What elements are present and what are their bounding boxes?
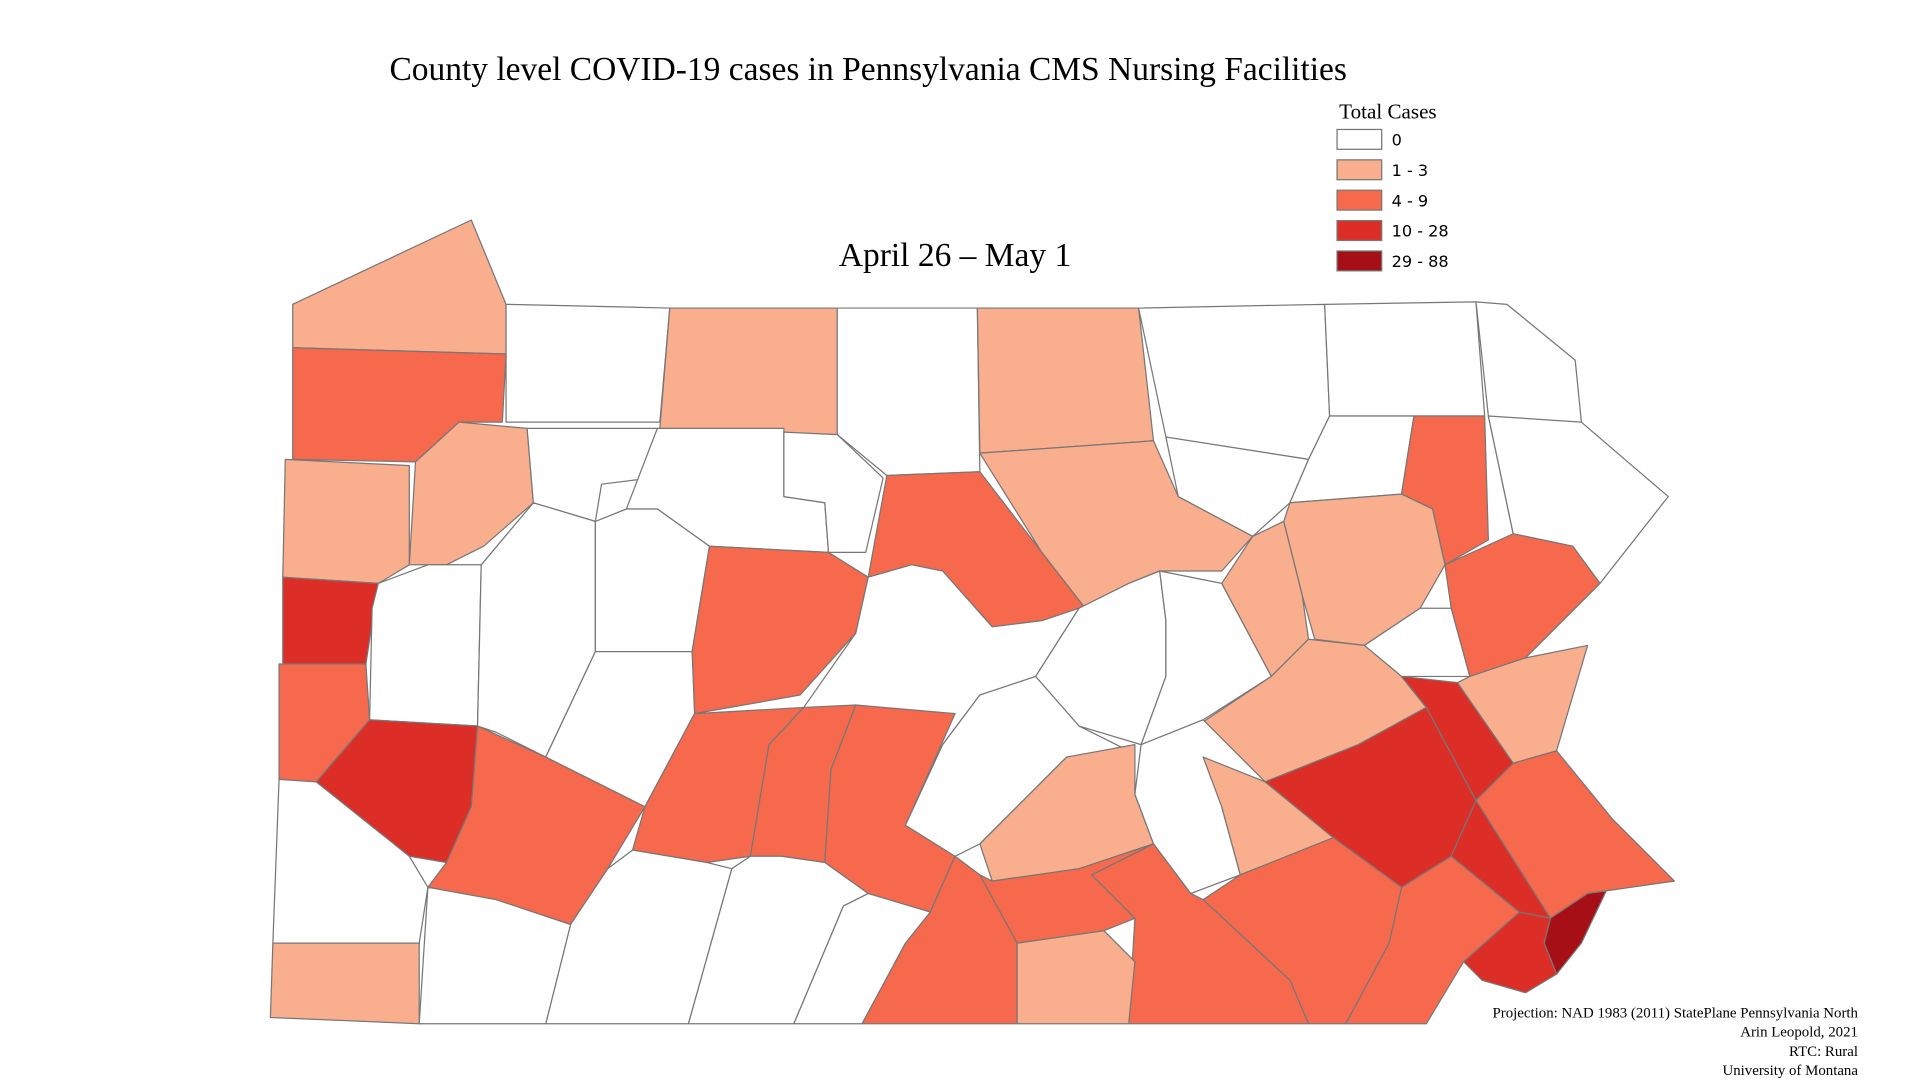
map-title: County level COVID-19 cases in Pennsylva… <box>389 51 1347 88</box>
legend-swatch <box>1336 159 1383 181</box>
county <box>1363 607 1471 678</box>
county <box>1016 930 1136 1025</box>
legend-title: Total Cases <box>1339 99 1436 123</box>
legend-swatch <box>1336 189 1383 211</box>
county <box>1165 436 1310 537</box>
county <box>1324 301 1486 417</box>
county <box>282 458 410 585</box>
credit-line: Arin Leopold, 2021 <box>1740 1025 1858 1041</box>
county <box>545 849 733 1025</box>
credit-line: University of Montana <box>1722 1063 1858 1079</box>
legend-label: 10 - 28 <box>1392 222 1449 241</box>
county <box>292 219 507 355</box>
county <box>505 303 671 423</box>
legend-label: 4 - 9 <box>1392 191 1429 210</box>
credit-line: Projection: NAD 1983 (2011) StatePlane P… <box>1493 1006 1859 1022</box>
credit-line: RTC: Rural <box>1789 1044 1858 1060</box>
county <box>904 675 1130 857</box>
credits: Projection: NAD 1983 (2011) StatePlane P… <box>1493 1006 1859 1080</box>
legend-swatch <box>1336 250 1383 272</box>
county <box>979 440 1254 609</box>
county <box>783 431 884 554</box>
county <box>976 307 1155 454</box>
legend-swatch <box>1336 128 1383 150</box>
county <box>836 307 981 477</box>
county <box>368 564 482 727</box>
legend: 0 1 - 3 4 - 9 10 - 28 29 - 88 <box>1336 128 1449 272</box>
county <box>1462 911 1558 994</box>
legend-label: 29 - 88 <box>1392 252 1449 271</box>
county <box>408 421 534 566</box>
county <box>659 307 838 436</box>
county <box>418 886 572 1025</box>
county <box>1137 303 1331 460</box>
county <box>269 942 420 1025</box>
legend-swatch <box>1336 220 1383 242</box>
counties <box>269 219 1676 1025</box>
map-subtitle: April 26 – May 1 <box>839 237 1071 274</box>
legend-label: 1 - 3 <box>1392 161 1429 180</box>
county <box>282 576 379 665</box>
legend-label: 0 <box>1392 131 1402 150</box>
